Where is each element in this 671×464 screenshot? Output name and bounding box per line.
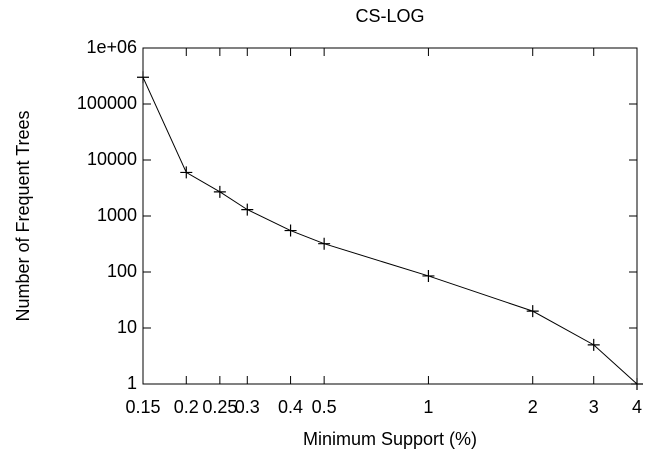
point-marker xyxy=(180,166,193,179)
y-tick-label: 1 xyxy=(127,373,137,393)
x-tick-label: 0.3 xyxy=(235,397,260,417)
series-line xyxy=(142,77,638,385)
x-axis-label: Minimum Support (%) xyxy=(303,429,477,449)
point-marker xyxy=(213,185,226,198)
y-axis-label: Number of Frequent Trees xyxy=(13,110,33,321)
point-marker xyxy=(526,305,539,318)
point-marker xyxy=(137,71,149,84)
x-tick-label: 0.4 xyxy=(278,397,303,417)
chart-title: CS-LOG xyxy=(355,6,424,26)
x-tick-label: 0.25 xyxy=(202,397,237,417)
y-tick-label: 100 xyxy=(107,261,137,281)
y-tick-label: 100000 xyxy=(77,93,137,113)
plot-frame xyxy=(142,47,638,385)
x-tick-label: 4 xyxy=(632,397,642,417)
y-tick-label: 1000 xyxy=(97,205,137,225)
x-tick-label: 1 xyxy=(423,397,433,417)
x-tick-label: 0.5 xyxy=(312,397,337,417)
point-marker xyxy=(422,269,435,282)
point-marker xyxy=(284,224,297,237)
x-tick-label: 0.2 xyxy=(174,397,199,417)
y-tick-label: 10 xyxy=(117,317,137,337)
point-marker xyxy=(318,237,331,250)
point-marker xyxy=(587,338,600,351)
y-tick-label: 1e+06 xyxy=(86,37,137,57)
y-tick-label: 10000 xyxy=(87,149,137,169)
x-tick-label: 3 xyxy=(589,397,599,417)
x-tick-label: 0.15 xyxy=(125,397,160,417)
point-marker xyxy=(241,203,254,216)
x-tick-label: 2 xyxy=(528,397,538,417)
point-marker xyxy=(631,378,643,390)
